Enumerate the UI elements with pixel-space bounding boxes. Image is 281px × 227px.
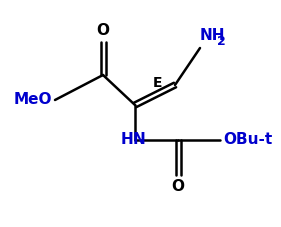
Text: OBu-t: OBu-t [223, 133, 272, 148]
Text: O: O [171, 179, 185, 194]
Text: N: N [133, 133, 146, 148]
Text: E: E [152, 76, 162, 90]
Text: NH: NH [200, 28, 225, 43]
Text: O: O [96, 23, 110, 38]
Text: H: H [120, 133, 133, 148]
Text: MeO: MeO [13, 92, 52, 108]
Text: 2: 2 [217, 35, 226, 48]
